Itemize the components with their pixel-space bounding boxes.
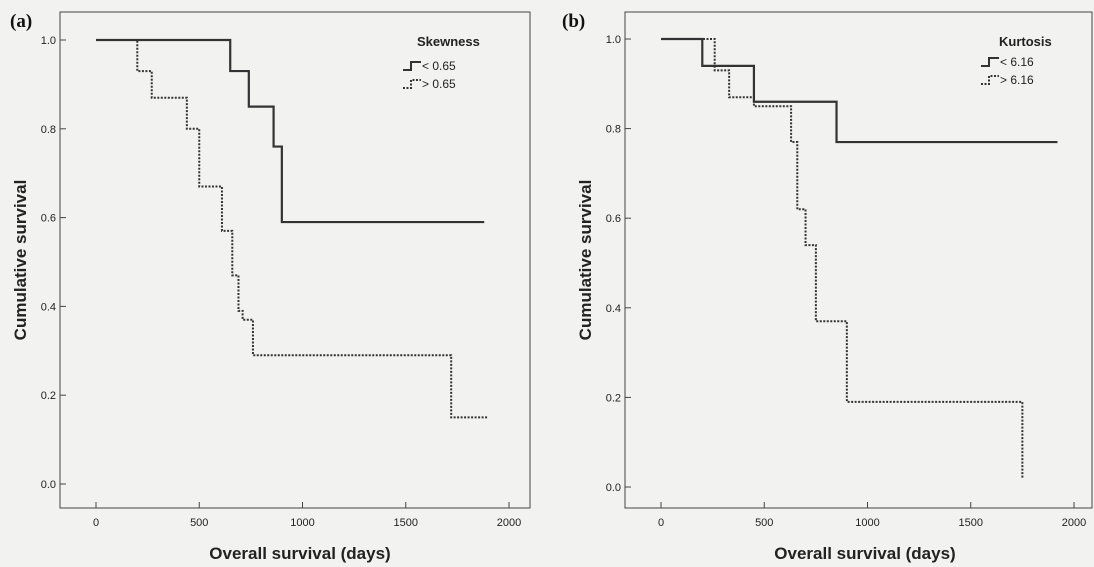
legend: Kurtosis < 6.16 > 6.16 (981, 34, 1052, 87)
legend-label: < 6.16 (1000, 55, 1034, 69)
panel-label: (b) (562, 11, 585, 32)
survival-curve-dotted (661, 38, 1024, 479)
panel-a: (a) 0.0 0.2 0.4 0.6 0.8 1.0 0 500 1000 1500 2000 Ove… (10, 11, 531, 563)
panel-label: (a) (10, 11, 32, 32)
x-axis-title: Overall survival (days) (774, 544, 955, 563)
legend-title: Kurtosis (999, 34, 1052, 49)
y-tick-label: 0.6 (606, 213, 621, 225)
panel-b: (b) 0.0 0.2 0.4 0.6 0.8 1.0 0 500 1000 1500 2000 Ove… (562, 11, 1093, 563)
y-tick-label: 1.0 (41, 35, 56, 47)
legend-swatch-solid (403, 61, 421, 71)
x-tick-label: 500 (190, 517, 208, 529)
plot-frame (59, 11, 531, 509)
y-tick-label: 0.4 (41, 301, 56, 313)
y-tick-label: 0.8 (606, 124, 621, 136)
y-tick-label: 0.2 (41, 390, 56, 402)
legend-swatch-dotted (981, 75, 999, 85)
survival-curve-solid (661, 37, 1058, 144)
y-axis-title: Cumulative survival (11, 180, 30, 341)
x-tick-label: 2000 (1062, 517, 1086, 529)
legend-title: Skewness (417, 34, 480, 49)
x-tick-label: 0 (93, 517, 99, 529)
x-tick-label: 0 (658, 517, 664, 529)
legend-label: < 0.65 (422, 59, 456, 73)
y-tick-label: 0.0 (41, 479, 56, 491)
y-tick-label: 0.0 (606, 482, 621, 494)
plot-frame (624, 11, 1093, 509)
x-tick-label: 1500 (394, 517, 418, 529)
x-tick-label: 1500 (959, 517, 983, 529)
legend-swatch-solid (981, 57, 999, 67)
x-tick-label: 1000 (290, 517, 314, 529)
x-tick-label: 1000 (855, 517, 879, 529)
legend-label: > 0.65 (422, 77, 456, 91)
legend: Skewness < 0.65 > 0.65 (403, 34, 480, 91)
y-axis-title: Cumulative survival (576, 180, 595, 341)
legend-swatch-dotted (403, 79, 421, 89)
x-tick-label: 2000 (497, 517, 521, 529)
legend-label: > 6.16 (1000, 73, 1034, 87)
y-tick-label: 1.0 (606, 34, 621, 46)
y-tick-label: 0.2 (606, 392, 621, 404)
y-tick-label: 0.6 (41, 213, 56, 225)
y-tick-label: 0.4 (606, 303, 621, 315)
x-tick-label: 500 (755, 517, 773, 529)
y-tick-label: 0.8 (41, 124, 56, 136)
survival-curve-solid (96, 38, 485, 224)
survival-curve-dotted (96, 39, 489, 419)
x-axis-title: Overall survival (days) (209, 544, 390, 563)
